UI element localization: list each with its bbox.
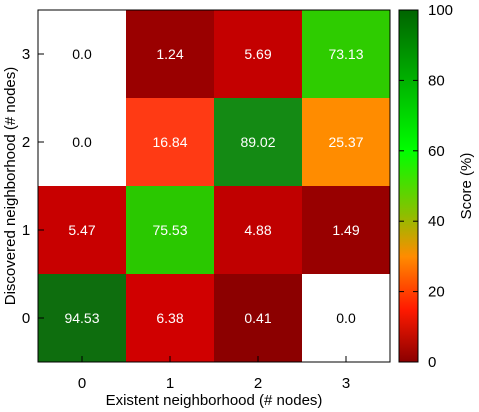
colorbar-ticks: 0 20 40 60 80 100 [399, 2, 453, 371]
x-tick-label: 2 [254, 375, 262, 392]
cell-value-label: 89.02 [240, 134, 275, 150]
cell-value-label: 4.88 [244, 222, 271, 238]
heatmap-cell [126, 186, 214, 274]
heatmap-cell [38, 98, 126, 186]
heatmap-cell [302, 274, 390, 362]
heatmap-cell [302, 10, 390, 98]
heatmap-cell [126, 10, 214, 98]
cell-value-label: 0.0 [72, 46, 92, 62]
cell-value-label: 0.0 [336, 310, 356, 326]
x-tick-label: 0 [78, 375, 86, 392]
y-axis-label: Discovered neighborhood (# nodes) [2, 67, 19, 305]
heatmap-cell [126, 274, 214, 362]
x-axis-label: Existent neighborhood (# nodes) [106, 392, 323, 409]
cell-value-label: 6.38 [156, 310, 183, 326]
heatmap-cell [214, 274, 302, 362]
heatmap-cell [126, 98, 214, 186]
colorbar-label: Score (%) [458, 153, 475, 220]
x-tick-label: 1 [166, 375, 174, 392]
colorbar [398, 9, 419, 363]
y-tick-label: 2 [22, 134, 30, 151]
cell-value-label: 73.13 [328, 46, 363, 62]
cell-value-label: 0.0 [72, 134, 92, 150]
heatmap-cell [38, 274, 126, 362]
y-tick-label: 1 [22, 222, 30, 239]
cell-value-label: 1.24 [156, 46, 183, 62]
cell-value-label: 1.49 [332, 222, 359, 238]
cell-value-label: 5.69 [244, 46, 271, 62]
cell-value-label: 5.47 [68, 222, 95, 238]
heatmap-cells: 0.0 1.24 5.69 73.13 0.0 16.84 89.02 25.37 5.47 75… [38, 10, 390, 362]
colorbar-tick-label: 20 [428, 284, 445, 301]
y-tick-label: 3 [22, 46, 30, 63]
cell-value-label: 16.84 [152, 134, 187, 150]
colorbar-tick-label: 60 [428, 143, 445, 160]
plot-frame [37, 9, 391, 363]
cell-value-label: 0.41 [244, 310, 271, 326]
x-axis-ticks: 0 1 2 3 [78, 356, 350, 392]
heatmap-cell [302, 186, 390, 274]
heatmap-cell [38, 10, 126, 98]
cell-value-label: 25.37 [328, 134, 363, 150]
colorbar-tick-label: 40 [428, 213, 445, 230]
colorbar-tick-label: 80 [428, 72, 445, 89]
heatmap-cell [214, 98, 302, 186]
heatmap-cell [38, 186, 126, 274]
x-tick-label: 3 [342, 375, 350, 392]
y-axis-ticks: 0 1 2 3 [22, 46, 44, 327]
colorbar-tick-label: 0 [428, 354, 436, 371]
colorbar-tick-label: 100 [428, 2, 453, 19]
heatmap-cell [214, 186, 302, 274]
cell-value-label: 94.53 [64, 310, 99, 326]
heatmap-cell [302, 98, 390, 186]
heatmap-cell [214, 10, 302, 98]
y-tick-label: 0 [22, 310, 30, 327]
cell-value-label: 75.53 [152, 222, 187, 238]
